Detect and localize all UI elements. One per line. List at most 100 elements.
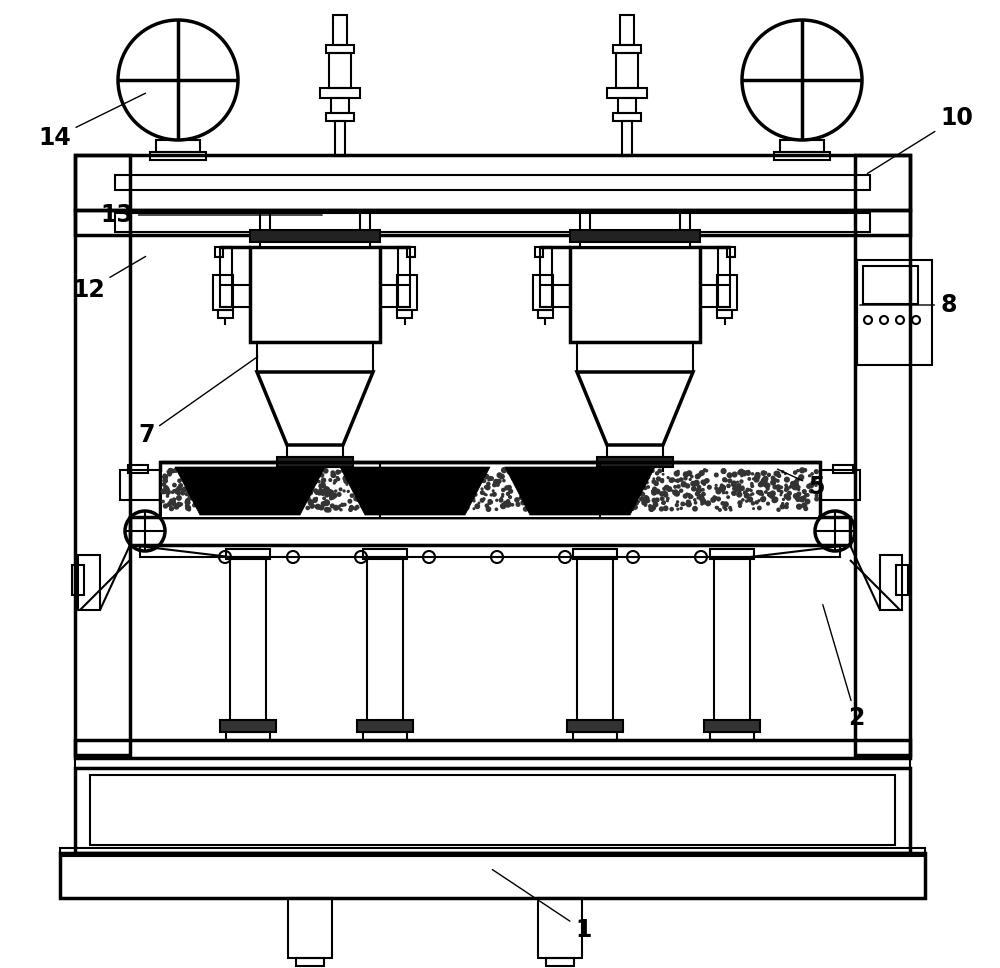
Circle shape: [270, 500, 274, 505]
Circle shape: [570, 493, 575, 498]
Circle shape: [692, 487, 696, 491]
Circle shape: [598, 479, 603, 484]
Circle shape: [543, 506, 546, 509]
Circle shape: [177, 486, 181, 491]
Circle shape: [351, 475, 353, 477]
Circle shape: [683, 494, 687, 498]
Circle shape: [809, 475, 810, 476]
Bar: [130, 517, 850, 545]
Circle shape: [193, 476, 197, 481]
Circle shape: [640, 497, 644, 500]
Circle shape: [207, 489, 211, 493]
Circle shape: [613, 486, 615, 489]
Bar: [538, 310, 553, 318]
Circle shape: [354, 472, 357, 474]
Circle shape: [566, 493, 568, 495]
Circle shape: [330, 504, 334, 507]
Circle shape: [302, 498, 305, 501]
Circle shape: [667, 487, 672, 492]
Circle shape: [330, 498, 332, 499]
Bar: [535, 247, 543, 257]
Circle shape: [800, 497, 805, 501]
Circle shape: [666, 499, 668, 501]
Circle shape: [761, 497, 766, 501]
Circle shape: [764, 471, 767, 474]
Circle shape: [446, 494, 450, 498]
Circle shape: [568, 472, 570, 474]
Bar: [704, 720, 760, 732]
Circle shape: [389, 472, 391, 474]
Bar: [540, 247, 552, 307]
Circle shape: [423, 501, 427, 505]
Circle shape: [181, 491, 185, 495]
Circle shape: [392, 474, 397, 479]
Circle shape: [706, 479, 709, 482]
Circle shape: [357, 485, 360, 488]
Circle shape: [354, 471, 357, 475]
Circle shape: [636, 469, 641, 473]
Circle shape: [738, 469, 743, 474]
Circle shape: [780, 486, 782, 489]
Circle shape: [527, 469, 529, 472]
Circle shape: [406, 485, 410, 489]
Circle shape: [774, 478, 776, 480]
Circle shape: [616, 490, 618, 493]
Circle shape: [373, 474, 375, 477]
Circle shape: [537, 479, 540, 482]
Circle shape: [738, 487, 742, 492]
Circle shape: [747, 470, 750, 473]
Circle shape: [714, 497, 717, 499]
Circle shape: [295, 508, 298, 511]
Circle shape: [795, 486, 799, 490]
Circle shape: [356, 477, 361, 482]
Circle shape: [509, 490, 512, 493]
Bar: [620, 15, 634, 45]
Circle shape: [460, 493, 462, 495]
Circle shape: [467, 479, 470, 482]
Circle shape: [719, 487, 723, 491]
Circle shape: [535, 471, 540, 476]
Circle shape: [188, 502, 190, 504]
Circle shape: [469, 495, 473, 499]
Circle shape: [492, 493, 496, 497]
Circle shape: [723, 502, 728, 506]
Circle shape: [283, 484, 288, 489]
Circle shape: [405, 503, 408, 506]
Circle shape: [238, 475, 241, 477]
Circle shape: [777, 508, 780, 511]
Circle shape: [230, 496, 232, 498]
Circle shape: [180, 503, 182, 505]
Circle shape: [339, 505, 341, 507]
Circle shape: [715, 485, 717, 486]
Circle shape: [550, 501, 554, 505]
Circle shape: [371, 474, 373, 476]
Circle shape: [288, 498, 290, 500]
Bar: [326, 45, 354, 53]
Circle shape: [327, 490, 332, 495]
Circle shape: [584, 502, 587, 506]
Bar: [75, 740, 910, 758]
Circle shape: [243, 497, 247, 501]
Circle shape: [546, 491, 551, 496]
Bar: [78, 555, 100, 610]
Circle shape: [290, 507, 293, 510]
Circle shape: [501, 503, 506, 508]
Circle shape: [300, 486, 302, 488]
Circle shape: [507, 502, 511, 506]
Circle shape: [763, 478, 765, 480]
Circle shape: [391, 493, 393, 495]
Circle shape: [185, 499, 190, 504]
Circle shape: [626, 485, 630, 489]
Circle shape: [610, 488, 612, 491]
Circle shape: [746, 471, 750, 475]
Circle shape: [502, 496, 504, 497]
Circle shape: [406, 503, 408, 505]
Circle shape: [686, 493, 688, 495]
Circle shape: [397, 487, 401, 491]
Circle shape: [182, 487, 187, 492]
Circle shape: [694, 501, 697, 504]
Circle shape: [715, 487, 717, 490]
Circle shape: [381, 476, 386, 481]
Bar: [329, 53, 351, 88]
Circle shape: [805, 499, 810, 503]
